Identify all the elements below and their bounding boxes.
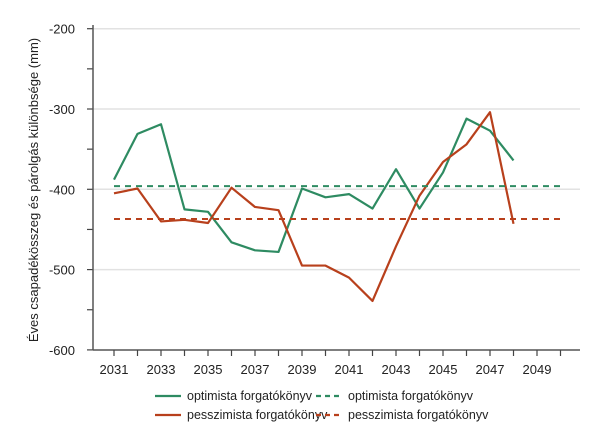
series-line-0 bbox=[113, 117, 515, 254]
x-tick-label: 2037 bbox=[241, 362, 270, 377]
series-line-1 bbox=[113, 111, 515, 303]
y-axis-title: Éves csapadékösszeg és párolgás különbsé… bbox=[26, 38, 41, 342]
y-tick-label: -400 bbox=[49, 182, 75, 197]
x-tick-label: 2045 bbox=[429, 362, 458, 377]
x-tick-label: 2031 bbox=[100, 362, 129, 377]
x-tick-label: 2035 bbox=[194, 362, 223, 377]
legend-label: optimista forgatókönyv bbox=[348, 389, 474, 403]
legend-label: optimista forgatókönyv bbox=[187, 389, 313, 403]
y-tick-label: -300 bbox=[49, 102, 75, 117]
x-tick-label: 2047 bbox=[476, 362, 505, 377]
legend-label: pesszimista forgatókönyv bbox=[348, 408, 489, 422]
y-tick-label: -600 bbox=[49, 343, 75, 358]
x-tick-label: 2039 bbox=[288, 362, 317, 377]
x-tick-label: 2041 bbox=[335, 362, 364, 377]
x-tick-label: 2049 bbox=[523, 362, 552, 377]
x-tick-label: 2033 bbox=[147, 362, 176, 377]
y-tick-label: -500 bbox=[49, 263, 75, 278]
legend-label: pesszimista forgatókönyv bbox=[187, 408, 328, 422]
x-tick-label: 2043 bbox=[382, 362, 411, 377]
y-tick-label: -200 bbox=[49, 22, 75, 37]
